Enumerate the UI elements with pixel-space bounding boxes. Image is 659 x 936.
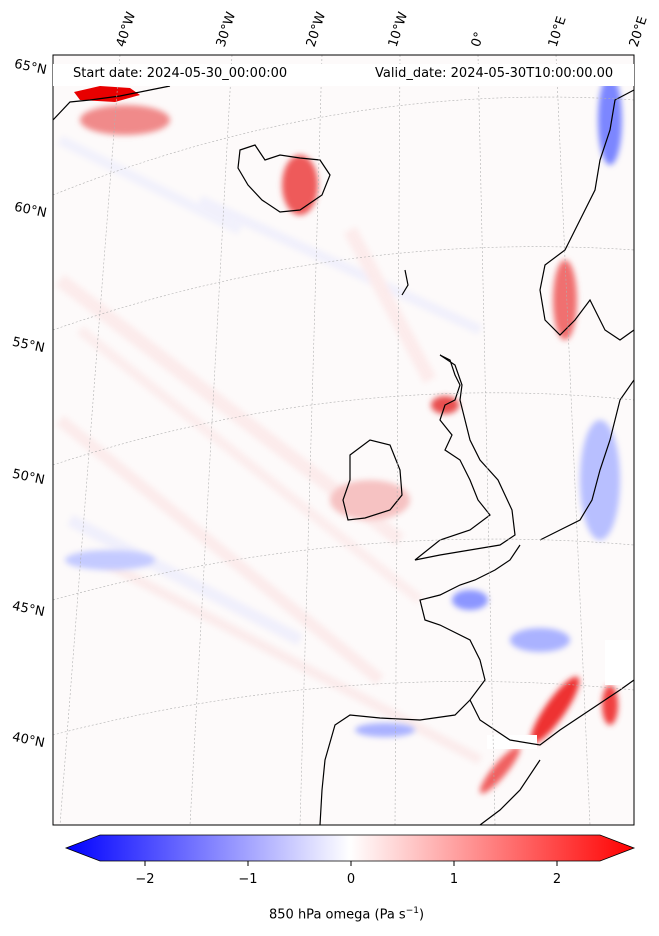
header-strip: [53, 64, 634, 86]
colorbar-title-close: ): [418, 907, 425, 923]
start-date-label: Start date: 2024-05-30_00:00:00: [73, 66, 288, 81]
colorbar-body: [64, 834, 636, 862]
valid-date-label: Valid_date: 2024-05-30T10:00:00.00: [375, 66, 614, 81]
colorbar-title: 850 hPa omega (Pa s−1): [269, 906, 424, 922]
colorbar-tick-label: 2: [553, 872, 561, 887]
map-border: [52, 54, 635, 826]
colorbar-title-exponent: −1: [405, 906, 419, 916]
colorbar-tick-label: 1: [450, 872, 458, 887]
colorbar-tick-label: −1: [238, 872, 257, 887]
colorbar-title-text: 850 hPa omega (Pa s: [269, 907, 406, 923]
colorbar: −2 −1 0 1 2: [64, 834, 636, 887]
coastlines: [53, 85, 634, 825]
colorbar-tick-label: 0: [347, 872, 355, 887]
colorbar-tick-label: −2: [135, 872, 154, 887]
omega-field: [53, 55, 634, 825]
graticule-lines: [53, 55, 634, 825]
